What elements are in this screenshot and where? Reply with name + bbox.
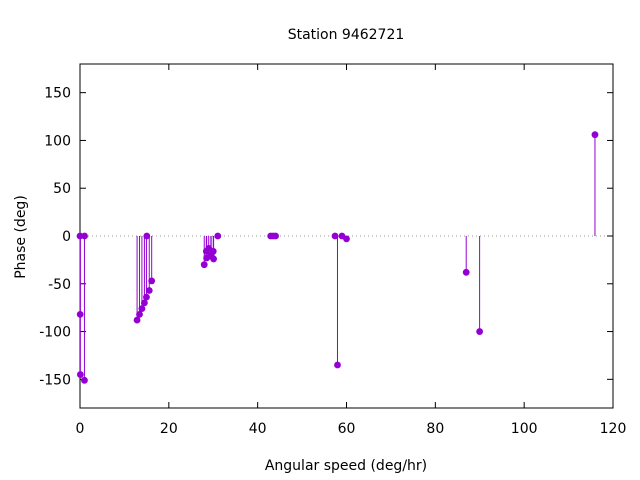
data-point — [81, 376, 88, 384]
data-point — [476, 328, 484, 335]
x-tick-label: 20 — [160, 421, 178, 437]
y-tick-label: -50 — [48, 277, 71, 293]
y-axis-label: Phase (deg) — [13, 195, 29, 279]
data-point — [76, 371, 84, 378]
y-tick-label: 150 — [44, 86, 71, 102]
plot-area: 0 20 40 60 80 100 120 -150 -100 -50 0 50 100 150 — [39, 63, 627, 437]
data-point — [143, 293, 150, 301]
data-point — [143, 232, 151, 240]
data-point — [343, 235, 350, 243]
data-point — [214, 232, 222, 240]
data-point — [141, 299, 148, 307]
data-point — [133, 316, 141, 324]
data-point — [148, 277, 156, 285]
data-point — [591, 131, 599, 139]
data-point — [136, 310, 143, 318]
x-axis-label: Angular speed (deg/hr) — [265, 458, 427, 474]
data-point — [200, 261, 208, 269]
data-point — [331, 232, 339, 240]
x-tick-label: 120 — [600, 421, 627, 437]
y-tick-label: -100 — [39, 325, 71, 341]
y-tick-label: 0 — [62, 229, 71, 245]
y-tick-label: 50 — [53, 181, 71, 197]
x-tick-label: 80 — [426, 421, 444, 437]
x-tick-label: 60 — [338, 421, 356, 437]
data-point — [210, 255, 218, 263]
x-tick-label: 0 — [76, 421, 85, 437]
data-point — [272, 232, 279, 240]
x-tick-label: 40 — [249, 421, 267, 437]
x-tick-label: 100 — [511, 421, 538, 437]
chart-title: Station 9462721 — [288, 27, 405, 43]
data-point — [334, 361, 341, 369]
data-point — [138, 305, 146, 313]
y-tick-label: -150 — [39, 372, 71, 388]
data-point — [462, 268, 470, 276]
y-tick-label: 100 — [44, 133, 71, 149]
data-point — [145, 287, 153, 294]
